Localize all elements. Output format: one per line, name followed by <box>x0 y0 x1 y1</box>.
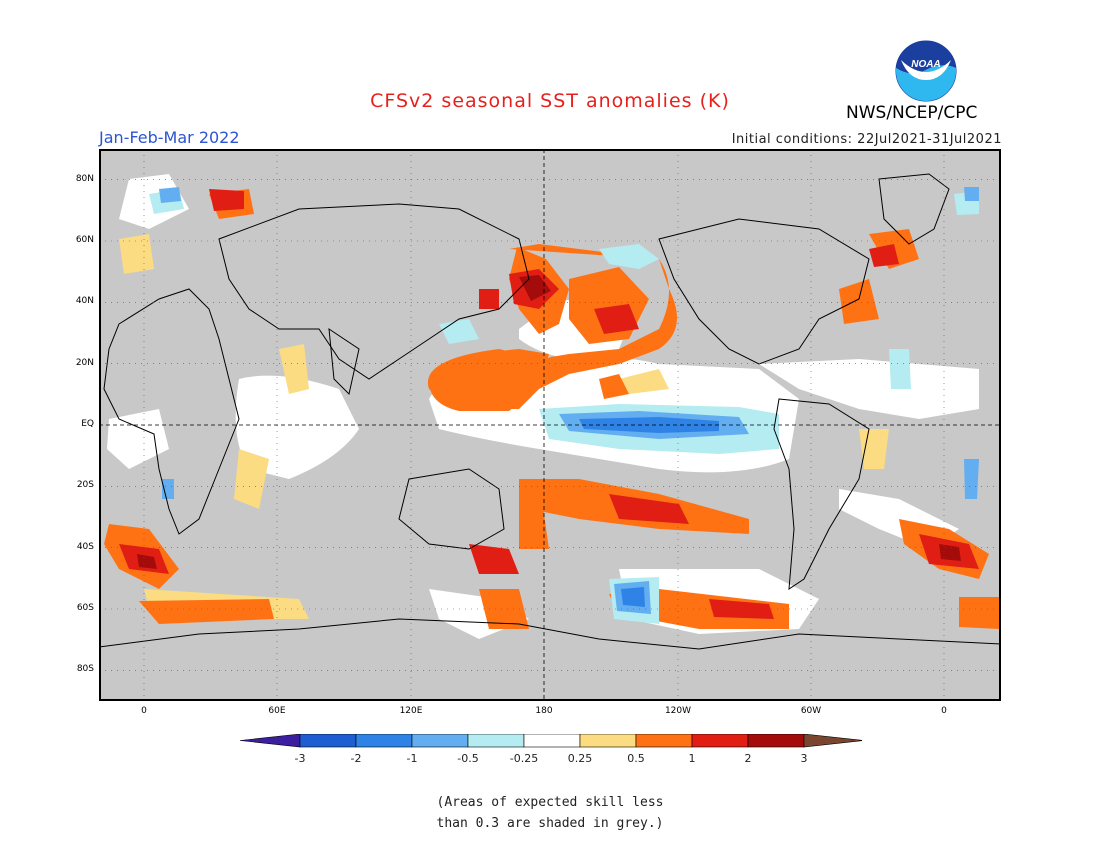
legend-tick-label: 2 <box>745 752 752 764</box>
latitude-label: 20N <box>75 357 94 368</box>
longitude-label: 60W <box>800 706 822 716</box>
legend-swatch <box>635 734 693 748</box>
latitude-label: 20S <box>76 480 94 491</box>
longitude-label: 60E <box>268 706 286 716</box>
legend-tick-label: 1 <box>689 752 696 764</box>
legend-tick-label: -0.5 <box>457 752 478 764</box>
latitude-label: 40N <box>75 296 94 307</box>
legend-tick-label: -2 <box>351 752 362 764</box>
skill-note: (Areas of expected skill less than 0.3 a… <box>0 792 1100 834</box>
initial-conditions-label: Initial conditions: 22Jul2021-31Jul2021 <box>731 132 1002 147</box>
longitude-label: 0 <box>141 706 147 716</box>
longitude-label: 180 <box>535 706 553 716</box>
legend-tick-label: -3 <box>295 752 306 764</box>
legend-tick-label: -1 <box>407 752 418 764</box>
skill-note-line-2: than 0.3 are shaded in grey.) <box>436 816 664 831</box>
map-frame <box>99 149 1001 701</box>
longitude-label: 120E <box>399 706 423 716</box>
legend-swatch <box>579 734 637 748</box>
latitude-label: 60S <box>76 603 94 613</box>
legend-tick-label: 0.25 <box>568 752 593 764</box>
color-legend: -3 -2 -1 -0.5 -0.25 0.25 0.5 1 2 3 <box>240 734 862 764</box>
map-title: CFSv2 seasonal SST anomalies (K) <box>370 90 730 112</box>
equator-dateline <box>99 149 1001 701</box>
season-label: Jan-Feb-Mar 2022 <box>99 128 240 147</box>
legend-swatch <box>691 734 749 748</box>
legend-tick-label: -0.25 <box>510 752 538 764</box>
legend-arrow-low <box>240 734 301 748</box>
legend-swatch <box>355 734 413 748</box>
noaa-logo: NOAA <box>895 40 957 102</box>
legend-swatch <box>523 734 581 748</box>
legend-tick-label: 3 <box>801 752 808 764</box>
coastlines <box>99 173 1001 650</box>
sst-anomaly-map <box>99 149 1001 701</box>
longitude-label: 120W <box>664 706 692 716</box>
legend-arrow-high <box>803 734 862 748</box>
latitude-label: EQ <box>81 419 94 430</box>
agency-label: NWS/NCEP/CPC <box>846 103 978 123</box>
legend-swatch <box>467 734 525 748</box>
logo-text: NOAA <box>911 59 940 70</box>
legend-swatch <box>747 734 805 748</box>
latitude-label: 60N <box>75 235 94 246</box>
legend-swatch <box>299 734 357 748</box>
latitude-label: 80S <box>76 664 94 675</box>
legend-tick-label: 0.5 <box>627 752 645 764</box>
latitude-label: 80N <box>75 173 94 184</box>
skill-note-line-1: (Areas of expected skill less <box>436 795 664 810</box>
latitude-label: 40S <box>76 541 94 552</box>
legend-swatch <box>411 734 469 748</box>
longitude-label: 0 <box>941 706 947 716</box>
